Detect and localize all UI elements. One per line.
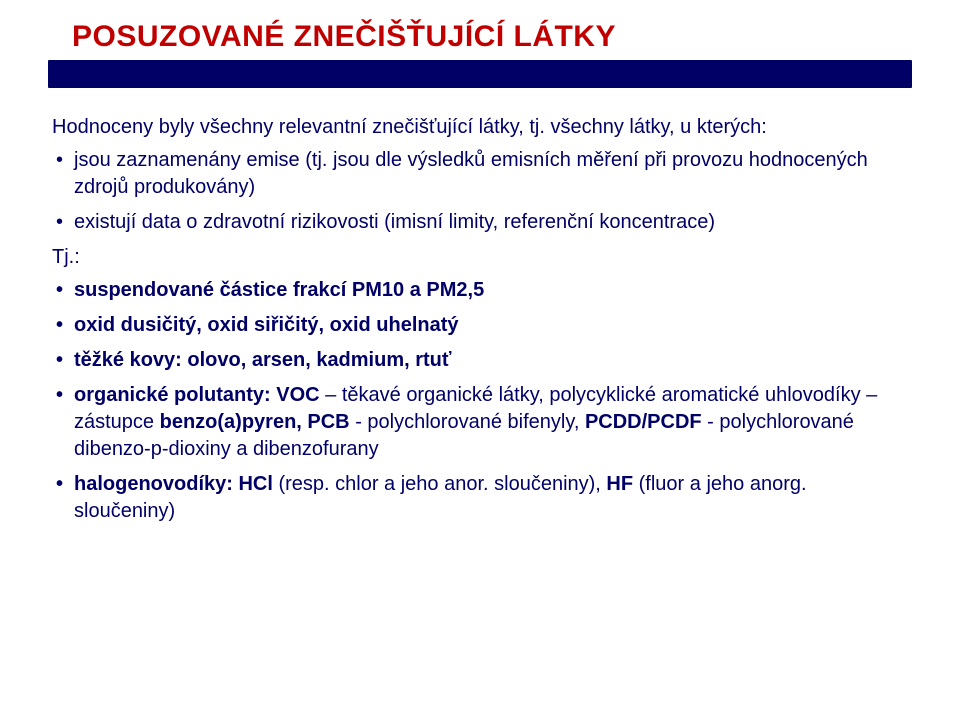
list-item-text: oxid dusičitý, oxid siřičitý, oxid uheln… <box>74 314 459 336</box>
list-item: halogenovodíky: HCl (resp. chlor a jeho … <box>52 471 912 525</box>
thin-span: - polychlorované bifenyly, <box>350 411 585 433</box>
intro-paragraph: Hodnoceny byly všechny relevantní znečiš… <box>52 114 912 141</box>
list-item-text: existují data o zdravotní rizikovosti (i… <box>74 211 715 233</box>
list-item: suspendované částice frakcí PM10 a PM2,5 <box>52 277 912 304</box>
thin-span: (resp. chlor a jeho anor. sloučeniny), <box>273 473 607 495</box>
list-item-text: jsou zaznamenány emise (tj. jsou dle výs… <box>74 149 868 198</box>
bold-span: PCDD/PCDF <box>585 411 702 433</box>
bold-span: benzo(a)pyren, PCB <box>160 411 350 433</box>
list-item: těžké kovy: olovo, arsen, kadmium, rtuť <box>52 347 912 374</box>
bold-span: HF <box>606 473 633 495</box>
title-band: POSUZOVANÉ ZNEČIŠŤUJÍCÍ LÁTKY <box>48 20 912 54</box>
criteria-list: jsou zaznamenány emise (tj. jsou dle výs… <box>52 147 912 236</box>
list-item: existují data o zdravotní rizikovosti (i… <box>52 209 912 236</box>
tj-label: Tj.: <box>52 244 912 271</box>
bold-span: organické polutanty: VOC <box>74 384 320 406</box>
list-item-text: suspendované částice frakcí PM10 a PM2,5 <box>74 279 484 301</box>
slide-title: POSUZOVANÉ ZNEČIŠŤUJÍCÍ LÁTKY <box>48 20 912 54</box>
list-item: jsou zaznamenány emise (tj. jsou dle výs… <box>52 147 912 201</box>
list-item: organické polutanty: VOC – těkavé organi… <box>52 382 912 463</box>
slide: POSUZOVANÉ ZNEČIŠŤUJÍCÍ LÁTKY Hodnoceny … <box>0 0 960 716</box>
bold-span: halogenovodíky: HCl <box>74 473 273 495</box>
title-divider <box>48 60 912 88</box>
list-item-text: těžké kovy: olovo, arsen, kadmium, rtuť <box>74 349 451 371</box>
list-item: oxid dusičitý, oxid siřičitý, oxid uheln… <box>52 312 912 339</box>
pollutants-list: suspendované částice frakcí PM10 a PM2,5… <box>52 277 912 525</box>
slide-content: Hodnoceny byly všechny relevantní znečiš… <box>48 114 912 525</box>
